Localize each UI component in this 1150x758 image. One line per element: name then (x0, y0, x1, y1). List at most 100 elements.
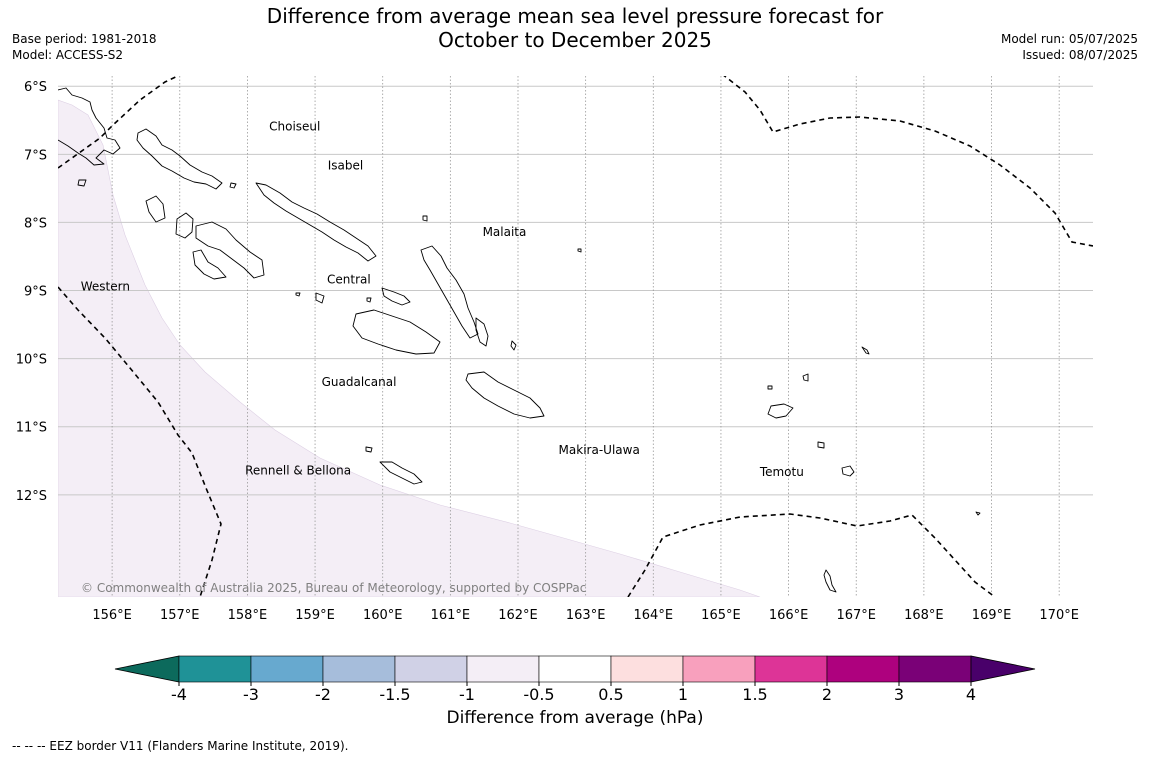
lon-tick-label: 159°E (295, 608, 335, 623)
province-label: Guadalcanal (322, 375, 397, 389)
title-line-1: Difference from average mean sea level p… (266, 4, 884, 28)
lon-tick-label: 158°E (228, 608, 268, 623)
lon-tick-label: 168°E (904, 608, 944, 623)
islet-sikaiana (366, 297, 372, 303)
vangunu-island (195, 221, 265, 279)
chart-title: Difference from average mean sea level p… (0, 4, 1150, 52)
lat-tick-label: 10°S (16, 353, 47, 368)
vanikoro-island (841, 465, 855, 477)
eez-line-northeast (723, 76, 1093, 247)
colorbar-segment (754, 655, 828, 683)
rendova-island (192, 249, 227, 280)
colorbar-tick-label: 3 (894, 685, 904, 700)
islet-north-malaita (422, 215, 428, 222)
province-label: Choiseul (269, 119, 320, 133)
province-label: Western (81, 280, 130, 294)
eez-footnote: -- -- -- EEZ border V11 (Flanders Marine… (12, 739, 349, 753)
lat-tick-label: 7°S (24, 148, 47, 163)
anuta-island (823, 569, 837, 593)
lon-tick-label: 156°E (92, 608, 132, 623)
graticule (58, 76, 1093, 597)
colorbar-segment (898, 655, 972, 683)
bougainville-island (58, 87, 121, 166)
islet-far-east (861, 346, 870, 355)
lon-tick-label: 167°E (836, 608, 876, 623)
maramasike-island (475, 317, 489, 347)
model-run-text: Model run: 05/07/2025 (1000, 32, 1138, 46)
title-line-2: October to December 2025 (438, 28, 712, 52)
model-name-text: Model: ACCESS-S2 (12, 48, 124, 62)
model-info: Base period: 1981-2018 Model: ACCESS-S2 (12, 31, 157, 63)
utupua-island (817, 441, 825, 449)
colorbar-tick-label: -1.5 (379, 685, 410, 700)
map-figure: Choiseul Isabel Malaita Central Western Guada… (16, 76, 1093, 700)
lon-tick-label: 163°E (566, 608, 606, 623)
issued-text: Issued: 08/07/2025 (1022, 48, 1138, 62)
longitude-labels: 156°E 157°E 158°E 159°E 160°E 161°E 162°E 163°E… (92, 608, 1079, 623)
new-georgia-island (175, 212, 194, 239)
guadalcanal-island (352, 309, 441, 355)
province-label: Central (327, 273, 371, 287)
colorbar-tick-label: -3 (243, 685, 259, 700)
islet-central-east (767, 385, 773, 390)
province-label: Malaita (483, 225, 527, 239)
islet-shortland (295, 292, 301, 297)
colorbar-segment (610, 655, 684, 683)
colorbar-tick-label: -1 (459, 685, 475, 700)
map-area (58, 76, 1093, 597)
lon-tick-label: 169°E (972, 608, 1012, 623)
lon-tick-label: 161°E (431, 608, 471, 623)
anomaly-shaded-region (58, 99, 761, 597)
lat-tick-label: 8°S (24, 216, 47, 231)
florida-islands (381, 287, 411, 306)
colorbar-segment (538, 655, 612, 683)
lat-tick-label: 11°S (16, 421, 47, 436)
province-label: Isabel (328, 158, 363, 172)
colorbar-label: Difference from average (hPa) (446, 708, 704, 728)
colorbar-segment (394, 655, 468, 683)
colorbar-tick-label: 1 (678, 685, 688, 700)
province-labels: Choiseul Isabel Malaita Central Western Guada… (81, 119, 804, 478)
lat-tick-label: 9°S (24, 285, 47, 300)
makira-island (465, 371, 545, 419)
lon-tick-label: 170°E (1039, 608, 1079, 623)
bellona-island (365, 446, 373, 453)
islet-small-west (77, 179, 87, 187)
russell-islands (315, 292, 325, 304)
colorbar-extend-low (114, 655, 180, 683)
ulawa-island (510, 340, 517, 351)
lon-tick-label: 157°E (160, 608, 200, 623)
colorbar-tick-label: 2 (822, 685, 832, 700)
eez-line-northwest (58, 76, 180, 169)
province-label: Temotu (759, 465, 804, 479)
choiseul-island (136, 128, 223, 190)
lon-tick-label: 164°E (634, 608, 674, 623)
run-info: Model run: 05/07/2025 Issued: 08/07/2025 (1001, 31, 1138, 63)
colorbar: -4 -3 -2 -1.5 -1 -0.5 0.5 1 1.5 2 3 4 (114, 655, 1036, 700)
islet-south-east (975, 511, 981, 516)
eez-line-west (58, 286, 222, 597)
colorbar-tick-label: 4 (966, 685, 976, 700)
santa-cruz-island (767, 403, 794, 419)
eez-line-south (627, 513, 996, 597)
colorbar-segment (826, 655, 900, 683)
colorbar-segment (322, 655, 396, 683)
colorbar-tick-label: -4 (171, 685, 187, 700)
rennell-island (379, 461, 423, 485)
kolombangara-island (145, 195, 166, 223)
coastlines (58, 87, 981, 593)
malaita-island (420, 245, 479, 339)
colorbar-segment (178, 655, 252, 683)
colorbar-segment (682, 655, 756, 683)
colorbar-segment (250, 655, 324, 683)
colorbar-tick-label: 0.5 (598, 685, 623, 700)
lon-tick-label: 166°E (769, 608, 809, 623)
colorbar-extend-high (970, 655, 1036, 683)
lon-tick-label: 162°E (498, 608, 538, 623)
lat-tick-label: 12°S (16, 489, 47, 504)
colorbar-tick-label: -2 (315, 685, 331, 700)
province-label: Makira-Ulawa (559, 443, 640, 457)
colorbar-segment (466, 655, 540, 683)
lon-tick-label: 165°E (701, 608, 741, 623)
lon-tick-label: 160°E (363, 608, 403, 623)
